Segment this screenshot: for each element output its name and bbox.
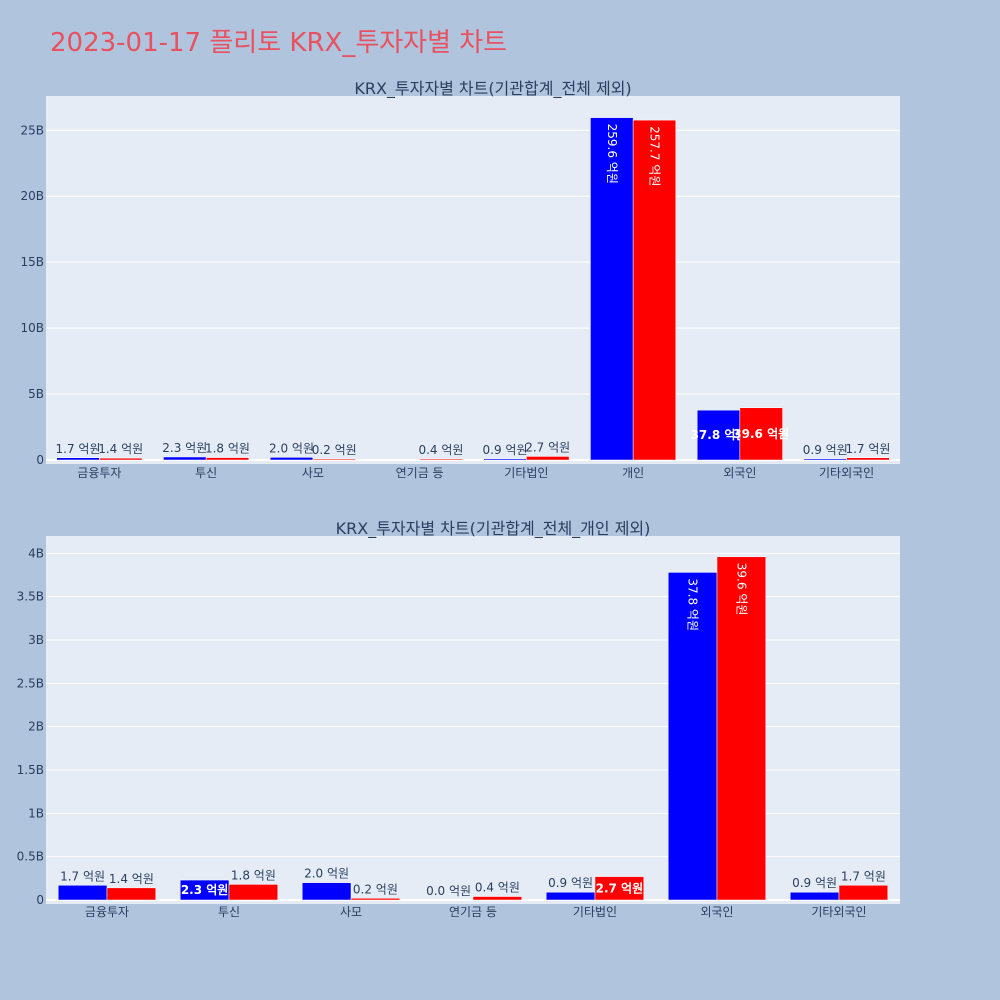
bar[interactable] — [716, 556, 767, 901]
data-label: 2.3 억원 — [181, 883, 229, 897]
data-label: 0.0 억원 — [426, 884, 471, 898]
y-tick-label: 15B — [20, 255, 44, 269]
data-label: 0.2 억원 — [353, 882, 398, 896]
data-label: 2.7 억원 — [525, 440, 570, 454]
chart-subtitle: KRX_투자자별 차트(기관합계_전체 제외) — [354, 79, 631, 99]
bar[interactable] — [56, 457, 100, 461]
x-tick-label: 사모 — [302, 466, 324, 480]
data-label: 0.9 억원 — [548, 876, 593, 890]
bar[interactable] — [594, 876, 645, 901]
x-tick-label: 외국인 — [700, 905, 733, 919]
bar[interactable] — [472, 896, 523, 901]
x-tick-label: 투신 — [195, 466, 217, 480]
x-tick-label: 사모 — [340, 905, 362, 919]
bar[interactable] — [269, 457, 314, 461]
y-tick-label: 10B — [20, 321, 44, 335]
chart-2: 0 0.5B 1B 1.5B 2B 2.5B 3B 3.5B 4B KRX_투자자별 차트(기관합… — [17, 519, 900, 919]
bar[interactable] — [205, 457, 250, 461]
bar[interactable] — [301, 882, 352, 901]
y-tick-label: 2.5B — [17, 676, 44, 690]
chart-1: 0 5B 10B 15B 20B 25B KRX_투자자별 차트(기관합계_전체 제외) 금융… — [20, 79, 900, 480]
plot-area — [46, 96, 900, 464]
x-tick-label: 투신 — [218, 905, 240, 919]
x-tick-label: 기타외국인 — [819, 466, 874, 480]
bar[interactable] — [545, 891, 596, 901]
bar[interactable] — [163, 456, 207, 461]
bar[interactable] — [57, 885, 108, 901]
bar[interactable] — [838, 885, 889, 901]
x-tick-label: 금융투자 — [77, 466, 121, 480]
plot-area — [46, 536, 900, 904]
bar[interactable] — [419, 458, 463, 461]
bar[interactable] — [590, 117, 634, 461]
data-label: 2.3 억원 — [162, 441, 207, 455]
y-tick-label: 0.5B — [17, 850, 44, 864]
x-tick-label: 기타외국인 — [811, 905, 866, 919]
data-label: 1.7 억원 — [845, 442, 890, 456]
bar[interactable] — [739, 407, 783, 461]
x-tick-label: 연기금 등 — [396, 466, 444, 480]
data-label: 2.0 억원 — [304, 867, 349, 881]
y-tick-label: 1B — [28, 806, 44, 820]
bar[interactable] — [789, 891, 840, 901]
bar[interactable] — [228, 884, 279, 901]
bar[interactable] — [312, 458, 356, 461]
data-label: 0.9 억원 — [792, 876, 837, 890]
bar[interactable] — [99, 457, 143, 461]
data-label: 37.8 억원 — [691, 428, 747, 442]
bar[interactable] — [526, 456, 570, 461]
data-label: 2.7 억원 — [596, 881, 644, 895]
x-tick-label: 기타법인 — [573, 905, 617, 919]
bar[interactable] — [632, 119, 677, 461]
data-label: 0.9 억원 — [803, 443, 848, 457]
data-label: 1.8 억원 — [231, 868, 276, 882]
y-tick-label: 5B — [28, 387, 44, 401]
data-label: 0.4 억원 — [418, 443, 463, 457]
data-label: 1.7 억원 — [56, 442, 101, 456]
y-tick-label: 2B — [28, 720, 44, 734]
data-label: 2.0 억원 — [269, 441, 314, 455]
y-tick-label: 0 — [36, 893, 44, 907]
x-tick-label: 기타법인 — [504, 466, 548, 480]
data-label: 1.4 억원 — [109, 872, 154, 886]
data-label: 37.8 억원 — [686, 578, 700, 631]
data-label: 1.8 억원 — [205, 442, 250, 456]
bar[interactable] — [483, 458, 527, 461]
data-label: 39.6 억원 — [734, 563, 748, 616]
x-tick-label: 연기금 등 — [449, 905, 497, 919]
y-tick-label: 4B — [28, 546, 44, 560]
bar[interactable] — [696, 409, 741, 461]
data-label: 1.4 억원 — [98, 442, 143, 456]
data-label: 259.6 억원 — [605, 124, 619, 184]
bar[interactable] — [667, 572, 718, 901]
y-tick-label: 3.5B — [17, 590, 44, 604]
y-tick-label: 0 — [36, 453, 44, 467]
data-label: 39.6 억원 — [733, 427, 789, 441]
x-tick-label: 외국인 — [723, 466, 756, 480]
bar[interactable] — [106, 887, 157, 901]
bar[interactable] — [350, 898, 401, 901]
y-tick-label: 25B — [20, 123, 44, 137]
x-tick-label: 개인 — [622, 466, 644, 480]
y-tick-label: 1.5B — [17, 763, 44, 777]
data-label: 0.2 억원 — [312, 443, 357, 457]
bar[interactable] — [803, 458, 847, 461]
data-label: 257.7 억원 — [647, 126, 661, 186]
data-label: 0.9 억원 — [483, 443, 528, 457]
page-title: 2023-01-17 플리토 KRX_투자자별 차트 — [50, 28, 508, 58]
data-label: 1.7 억원 — [60, 869, 105, 883]
bar[interactable] — [846, 457, 890, 461]
data-label: 0.4 억원 — [475, 881, 520, 895]
y-tick-label: 3B — [28, 633, 44, 647]
x-tick-label: 금융투자 — [85, 905, 129, 919]
y-tick-label: 20B — [20, 189, 44, 203]
chart-subtitle: KRX_투자자별 차트(기관합계_전체_개인 제외) — [336, 519, 651, 539]
data-label: 1.7 억원 — [841, 869, 886, 883]
